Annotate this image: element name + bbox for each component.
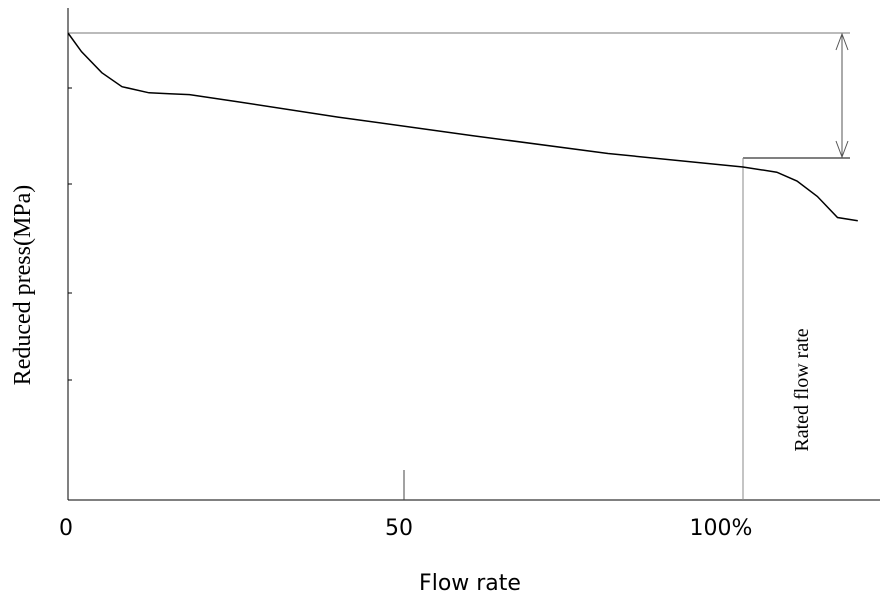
x-axis-title: Flow rate [419,571,521,596]
pressure-drop-arrow [835,32,849,159]
series-line [67,32,858,222]
x-tick-label-100: 100% [690,516,753,541]
x-tick-label-50: 50 [385,516,413,541]
rated-flow-rate-label: Rated flow rate [791,328,813,451]
y-axis-title: Reduced press(MPa) [10,185,36,386]
x-tick-label-0: 0 [59,516,73,541]
